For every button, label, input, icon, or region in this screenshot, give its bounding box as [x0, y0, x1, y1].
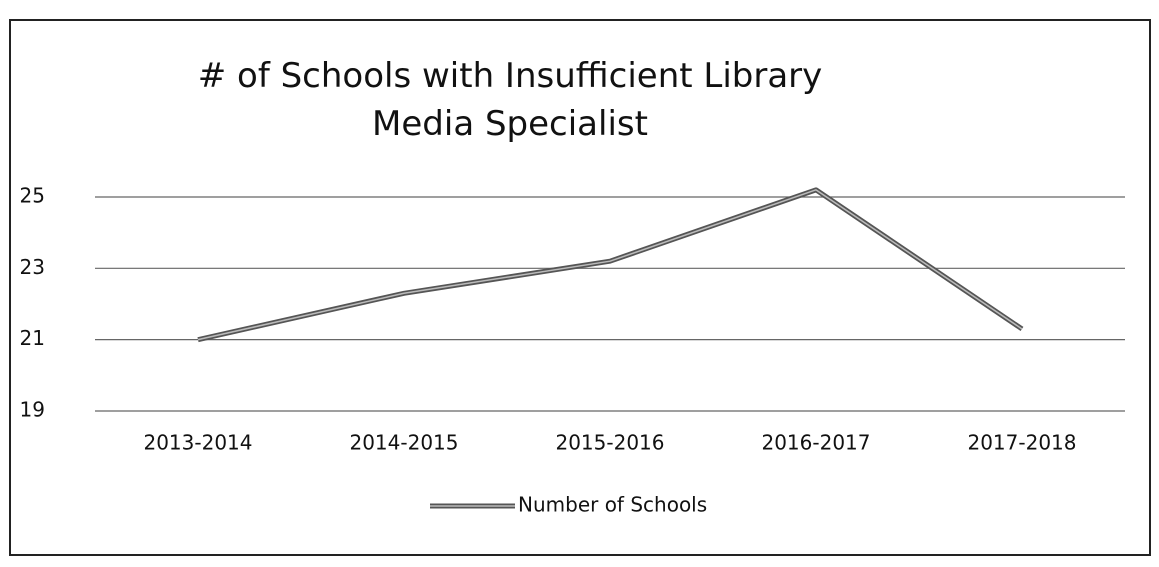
y-tick-label: 21 — [20, 326, 45, 350]
x-tick-label: 2014-2015 — [349, 431, 458, 455]
x-tick-label: 2015-2016 — [555, 431, 664, 455]
x-tick-label: 2013-2014 — [143, 431, 252, 455]
y-tick-label: 19 — [20, 398, 45, 422]
y-tick-label: 23 — [20, 255, 45, 279]
line — [197, 189, 1023, 341]
legend-label: Number of Schools — [518, 493, 707, 517]
line-outline — [197, 187, 1024, 343]
chart-title: # of Schools with Insufficient Library M… — [197, 56, 823, 144]
x-tick-label: 2017-2018 — [967, 431, 1076, 455]
chart-border — [9, 19, 1151, 556]
x-tick-label: 2016-2017 — [761, 431, 870, 455]
y-tick-label: 25 — [20, 183, 45, 207]
